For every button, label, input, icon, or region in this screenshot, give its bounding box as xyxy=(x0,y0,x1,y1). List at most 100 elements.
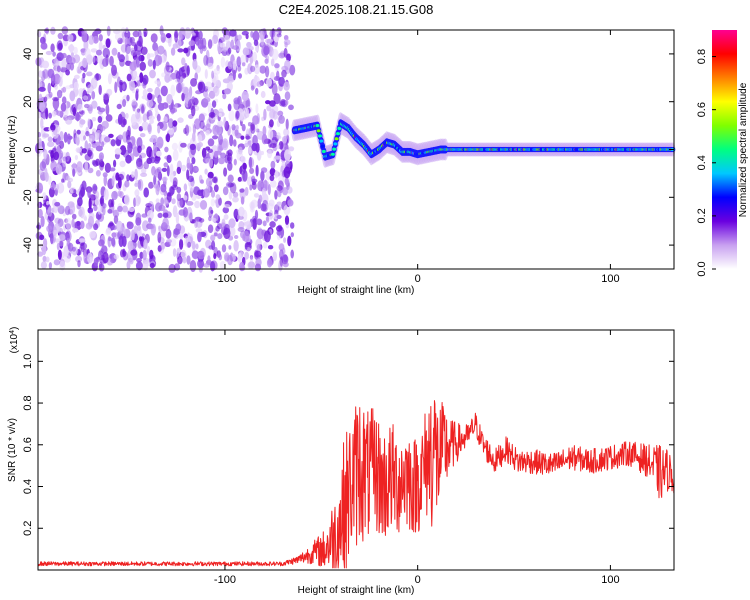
noise-blob xyxy=(50,150,54,159)
noise-blob xyxy=(125,154,132,164)
noise-blob xyxy=(254,263,262,272)
noise-blob xyxy=(74,133,80,145)
noise-blob xyxy=(276,115,283,121)
noise-blob xyxy=(119,191,124,199)
noise-blob xyxy=(203,55,209,66)
noise-blob xyxy=(223,116,227,128)
noise-blob xyxy=(55,60,63,71)
noise-blob xyxy=(86,71,93,77)
noise-blob xyxy=(50,26,56,35)
noise-blob xyxy=(160,183,167,193)
noise-blob xyxy=(184,92,192,105)
noise-blob xyxy=(117,205,123,212)
noise-blob xyxy=(56,110,64,117)
noise-blob xyxy=(48,262,53,270)
noise-blob xyxy=(67,180,72,189)
noise-blob xyxy=(227,174,234,183)
noise-blob xyxy=(184,124,190,136)
noise-blob xyxy=(47,82,52,94)
noise-blob xyxy=(284,177,289,186)
noise-blob xyxy=(256,243,262,252)
noise-blob xyxy=(285,99,289,106)
noise-blob xyxy=(44,167,48,178)
noise-blob xyxy=(142,74,149,86)
figure-title: C2E4.2025.108.21.15.G08 xyxy=(279,2,434,17)
noise-blob xyxy=(93,257,99,267)
snr-multiplier-exponent: 4 xyxy=(9,330,16,334)
noise-blob xyxy=(94,141,101,146)
noise-blob xyxy=(274,63,280,69)
colorbar-ticks: 0.0 0.2 0.4 0.6 0.8 xyxy=(696,49,716,277)
noise-blob xyxy=(88,134,95,143)
noise-blob xyxy=(105,103,110,116)
noise-blob xyxy=(50,160,58,172)
noise-blob xyxy=(274,170,279,179)
noise-blob xyxy=(143,187,149,198)
noise-blob xyxy=(271,83,278,96)
track-center xyxy=(321,149,326,154)
noise-blob xyxy=(88,197,92,210)
noise-blob xyxy=(63,254,71,263)
noise-blob xyxy=(142,113,147,123)
noise-blob xyxy=(109,254,113,260)
noise-blob xyxy=(117,203,124,215)
noise-blob xyxy=(249,255,254,264)
noise-blob xyxy=(105,38,111,48)
snr-y-axis-label: SNR (10 * v/v) xyxy=(7,418,18,482)
noise-blob xyxy=(47,141,55,148)
noise-blob xyxy=(96,49,102,56)
noise-blob xyxy=(260,170,265,182)
noise-blob xyxy=(132,30,140,38)
noise-blob xyxy=(283,166,291,179)
noise-blob xyxy=(189,260,197,272)
noise-blob xyxy=(107,73,112,85)
noise-blob xyxy=(94,198,100,206)
noise-blob xyxy=(111,225,118,231)
noise-blob xyxy=(138,126,144,132)
noise-blob xyxy=(81,30,88,35)
noise-blob xyxy=(271,48,279,61)
noise-blob xyxy=(119,160,126,168)
noise-blob xyxy=(65,85,72,90)
noise-blob xyxy=(79,242,88,250)
noise-blob xyxy=(134,44,138,52)
noise-blob xyxy=(102,57,109,67)
noise-blob xyxy=(253,64,261,75)
noise-blob xyxy=(160,241,166,250)
noise-blob xyxy=(122,205,128,213)
noise-blob xyxy=(141,213,148,218)
noise-blob xyxy=(87,207,94,214)
noise-blob xyxy=(241,62,246,67)
noise-blob xyxy=(47,206,53,217)
noise-blob xyxy=(262,125,267,136)
noise-blob xyxy=(134,168,138,180)
noise-blob xyxy=(227,156,231,162)
noise-blob xyxy=(129,80,136,91)
noise-blob xyxy=(212,135,219,140)
noise-blob xyxy=(69,202,76,215)
noise-blob xyxy=(130,113,137,126)
noise-blob xyxy=(267,128,274,140)
noise-blob xyxy=(197,81,203,91)
noise-blob xyxy=(197,259,205,269)
noise-blob xyxy=(136,258,142,263)
noise-blob xyxy=(87,104,93,114)
noise-blob xyxy=(92,185,98,191)
noise-blob xyxy=(57,32,64,40)
noise-blob xyxy=(249,46,254,51)
noise-blob xyxy=(197,134,203,143)
noise-blob xyxy=(138,236,143,242)
noise-blob xyxy=(213,150,219,158)
noise-blob xyxy=(265,65,270,78)
noise-blob xyxy=(103,174,108,187)
noise-blob xyxy=(108,237,113,242)
noise-blob xyxy=(40,36,46,45)
noise-blob xyxy=(213,85,220,97)
noise-blob xyxy=(84,47,91,59)
noise-blob xyxy=(264,58,269,64)
noise-blob xyxy=(208,206,213,218)
noise-blob xyxy=(171,198,176,205)
noise-blob xyxy=(274,204,280,213)
noise-blob xyxy=(169,186,175,195)
noise-blob xyxy=(41,244,47,256)
